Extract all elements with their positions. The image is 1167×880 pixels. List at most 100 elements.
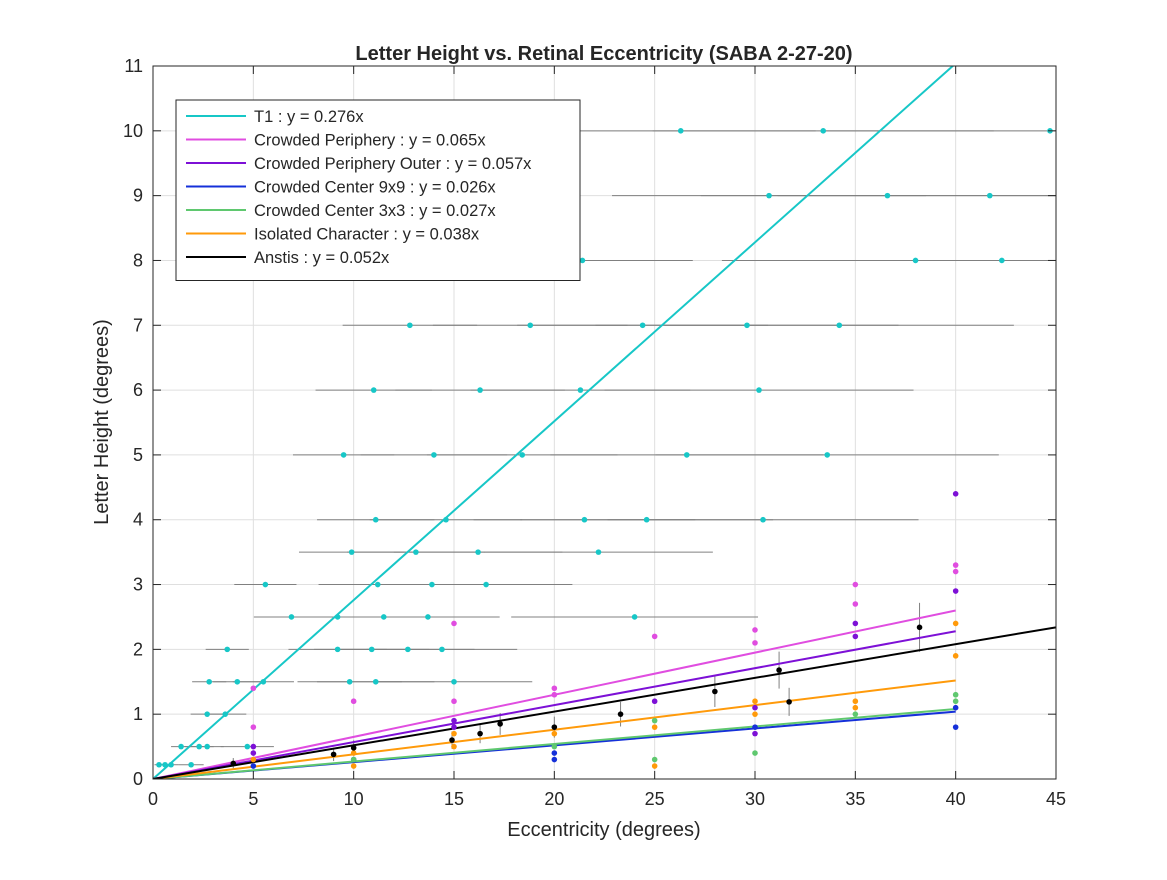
- data-point: [230, 760, 237, 767]
- y-tick-label: 3: [133, 575, 143, 595]
- data-point: [760, 516, 766, 523]
- data-point: [250, 750, 257, 756]
- data-point: [425, 614, 431, 620]
- data-point: [852, 633, 859, 640]
- data-point: [852, 704, 859, 711]
- data-point: [429, 581, 435, 588]
- legend: T1 : y = 0.276x Crowded Periphery : y = 0…: [175, 99, 581, 281]
- legend-label: T1 : y = 0.276x: [254, 108, 364, 126]
- data-point: [451, 743, 457, 750]
- data-point: [196, 743, 202, 750]
- x-axis-label: Eccentricity (degrees): [507, 819, 700, 841]
- data-point: [999, 257, 1005, 264]
- data-layer: [153, 66, 1056, 779]
- fit-line: [153, 626, 1056, 779]
- data-point: [250, 756, 257, 763]
- data-point: [407, 322, 413, 329]
- data-point: [340, 452, 347, 458]
- data-point: [443, 516, 449, 523]
- data-point: [952, 588, 959, 594]
- data-point: [852, 620, 859, 627]
- data-point: [350, 698, 357, 705]
- data-point: [413, 549, 419, 555]
- data-point: [912, 257, 919, 264]
- data-point: [551, 724, 558, 730]
- data-point: [651, 717, 658, 724]
- legend-label: Isolated Character : y = 0.038x: [254, 226, 480, 244]
- data-point: [451, 678, 457, 685]
- data-point: [651, 756, 658, 763]
- data-point: [350, 745, 357, 751]
- data-point: [683, 452, 690, 458]
- y-tick-label: 6: [133, 380, 143, 400]
- data-point: [639, 322, 646, 329]
- data-point: [483, 581, 489, 588]
- legend-label: Crowded Center 3x3 : y = 0.027x: [254, 202, 496, 220]
- data-point: [643, 516, 650, 523]
- y-axis-label: Letter Height (degrees): [91, 319, 113, 525]
- data-point: [756, 387, 762, 393]
- legend-box: [175, 99, 581, 281]
- data-point: [519, 452, 526, 458]
- data-point: [372, 678, 379, 685]
- data-point: [451, 620, 457, 627]
- data-point: [262, 581, 269, 588]
- legend-label: Crowded Center 9x9 : y = 0.026x: [254, 179, 496, 197]
- data-point: [250, 763, 257, 769]
- data-point: [617, 711, 624, 717]
- data-point: [852, 711, 859, 717]
- data-point: [380, 614, 387, 620]
- data-point: [852, 581, 859, 588]
- data-point: [497, 721, 503, 727]
- x-tick-label: 30: [745, 789, 765, 809]
- data-point: [250, 743, 257, 750]
- data-point: [551, 750, 558, 756]
- data-point: [579, 257, 586, 264]
- data-point: [204, 743, 210, 750]
- x-tick-label: 20: [544, 789, 564, 809]
- data-point: [952, 704, 959, 711]
- data-point: [752, 704, 758, 711]
- data-point: [374, 581, 381, 588]
- data-point: [952, 698, 959, 705]
- data-point: [250, 685, 257, 692]
- data-point: [677, 128, 684, 134]
- fit-line: [153, 630, 956, 779]
- data-point: [222, 711, 229, 717]
- y-tick-label: 8: [133, 250, 143, 270]
- data-point: [651, 724, 658, 730]
- data-point: [631, 614, 638, 620]
- data-point: [651, 633, 658, 640]
- legend-label: Crowded Periphery : y = 0.065x: [254, 132, 486, 150]
- data-point: [477, 730, 483, 737]
- data-point: [477, 387, 483, 393]
- data-point: [449, 737, 455, 743]
- data-point: [752, 724, 758, 730]
- chart-title: Letter Height vs. Retinal Eccentricity (…: [355, 43, 852, 65]
- data-point: [820, 128, 827, 134]
- data-point: [651, 698, 658, 705]
- data-point: [451, 698, 457, 705]
- data-point: [288, 614, 295, 620]
- x-tick-label: 40: [946, 789, 966, 809]
- data-point: [595, 549, 602, 555]
- x-tick-label: 15: [444, 789, 464, 809]
- data-point: [752, 730, 758, 737]
- data-point: [224, 646, 231, 653]
- data-point: [551, 756, 558, 763]
- data-point: [651, 763, 658, 769]
- data-point: [168, 761, 174, 768]
- legend-label: Crowded Periphery Outer : y = 0.057x: [254, 155, 532, 173]
- data-point: [752, 711, 758, 717]
- data-point: [188, 761, 194, 768]
- data-point: [551, 730, 558, 737]
- data-points: [156, 128, 1053, 769]
- data-point: [451, 730, 457, 737]
- data-point: [204, 711, 210, 717]
- y-tick-label: 5: [133, 445, 143, 465]
- data-point: [916, 624, 923, 631]
- y-tick-label: 1: [133, 704, 143, 724]
- data-point: [439, 646, 445, 653]
